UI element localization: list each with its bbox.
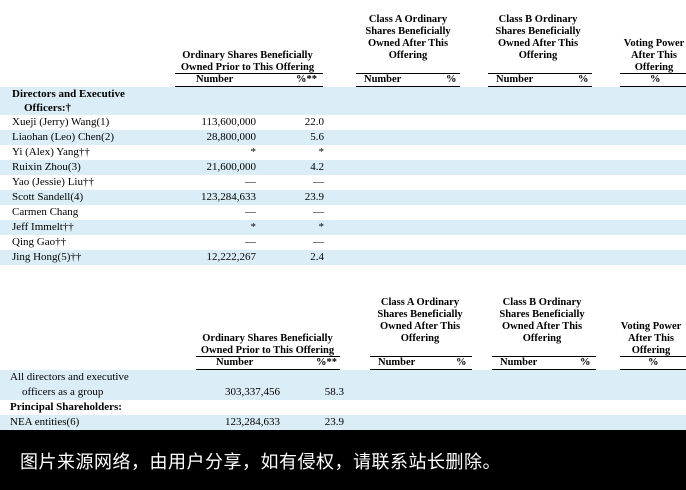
disclaimer-text: 图片来源网络，由用户分享，如有侵权，请联系站长删除。	[20, 452, 501, 473]
table-row: Qing Gao†† — —	[0, 235, 686, 250]
shares-number: 123,284,633	[225, 416, 280, 428]
principal-label: Principal Shareholders:	[10, 401, 122, 413]
group-shares-pct: 58.3	[324, 386, 344, 398]
col-prior-number: Number	[196, 74, 234, 85]
holder-name: Carmen Chang	[12, 206, 79, 218]
header-prior-offering: Ordinary Shares Beneficially Owned Prior…	[200, 333, 335, 356]
shares-pct: 22.0	[304, 116, 324, 128]
table-row: Ruixin Zhou(3) 21,600,000 4.2	[0, 160, 686, 175]
holder-name: Yao (Jessie) Liu††	[12, 176, 94, 188]
shares-pct: 2.4	[310, 251, 324, 263]
shares-number: *	[250, 146, 257, 158]
shares-pct: *	[318, 221, 325, 233]
table-row: NEA entities(6) 123,284,633 23.9	[0, 415, 686, 430]
shares-pct: *	[318, 146, 325, 158]
shares-number: 12,222,267	[206, 251, 257, 263]
table-row: Scott Sandell(4) 123,284,633 23.9	[0, 190, 686, 205]
shares-number: —	[245, 176, 256, 188]
holder-name: Yi (Alex) Yang††	[12, 146, 90, 158]
section-directors-officers: Directors and Executive	[12, 88, 125, 100]
col-a-number: Number	[378, 357, 416, 368]
col-prior-pct: %**	[316, 357, 337, 368]
shares-pct: —	[313, 206, 324, 218]
shares-pct: 23.9	[304, 191, 324, 203]
header-class-a-after: Class A Ordinary Shares Beneficially Own…	[377, 297, 463, 344]
holder-name: Scott Sandell(4)	[12, 191, 84, 203]
section-directors-officers-cont: Officers:†	[24, 102, 72, 114]
shares-number: —	[245, 236, 256, 248]
shares-number: 113,600,000	[201, 116, 256, 128]
shares-number: —	[245, 206, 256, 218]
table-row: Jeff Immelt†† * *	[0, 220, 686, 235]
group-label-cont: officers as a group	[22, 386, 104, 398]
col-a-pct: %	[446, 74, 457, 85]
holder-name: Qing Gao††	[12, 236, 67, 248]
ownership-table-1: Class A Ordinary Shares Beneficially Own…	[0, 14, 686, 265]
holder-name: NEA entities(6)	[10, 416, 80, 428]
col-b-pct: %	[580, 357, 591, 368]
header-prior-offering: Ordinary Shares Beneficially Owned Prior…	[180, 50, 315, 73]
holder-name: Ruixin Zhou(3)	[12, 161, 81, 173]
header-voting-power: Voting Power After This Offering	[620, 321, 682, 356]
ownership-table-2: Class A Ordinary Shares Beneficially Own…	[0, 297, 686, 430]
header-class-b-after: Class B Ordinary Shares Beneficially Own…	[499, 297, 585, 344]
disclaimer-bar: 图片来源网络，由用户分享，如有侵权，请联系站长删除。	[0, 430, 686, 490]
col-b-number: Number	[500, 357, 538, 368]
col-a-number: Number	[364, 74, 402, 85]
col-b-number: Number	[496, 74, 534, 85]
shares-pct: 23.9	[324, 416, 344, 428]
holder-name: Jing Hong(5)††	[12, 251, 82, 263]
table-row: Yao (Jessie) Liu†† — —	[0, 175, 686, 190]
section-principal-shareholders: Principal Shareholders:	[0, 400, 686, 415]
shares-pct: 4.2	[310, 161, 324, 173]
col-voting-pct: %	[650, 74, 661, 85]
col-a-pct: %	[456, 357, 467, 368]
col-prior-pct: %**	[296, 74, 317, 85]
shares-number: 123,284,633	[201, 191, 256, 203]
shares-number: *	[250, 221, 257, 233]
header-class-a-after: Class A Ordinary Shares Beneficially Own…	[365, 14, 451, 61]
shares-pct: —	[313, 236, 324, 248]
col-b-pct: %	[578, 74, 589, 85]
table-row: Jing Hong(5)†† 12,222,267 2.4	[0, 250, 686, 265]
holder-name: Jeff Immelt††	[12, 221, 74, 233]
header-voting-power: Voting Power After This Offering	[623, 38, 685, 73]
holder-name: Xueji (Jerry) Wang(1)	[12, 116, 110, 128]
group-label: All directors and executive	[10, 371, 129, 383]
holder-name: Liaohan (Leo) Chen(2)	[12, 131, 115, 143]
header-class-b-after: Class B Ordinary Shares Beneficially Own…	[495, 14, 581, 61]
shares-pct: 5.6	[310, 131, 324, 143]
shares-number: 28,800,000	[206, 131, 257, 143]
table-row: Carmen Chang — —	[0, 205, 686, 220]
col-voting-pct: %	[648, 357, 659, 368]
table-row: Yi (Alex) Yang†† * *	[0, 145, 686, 160]
table-row: Xueji (Jerry) Wang(1) 113,600,000 22.0	[0, 115, 686, 130]
shares-pct: —	[313, 176, 324, 188]
shares-number: 21,600,000	[206, 161, 257, 173]
group-shares-number: 303,337,456	[225, 386, 280, 398]
table-row: Liaohan (Leo) Chen(2) 28,800,000 5.6	[0, 130, 686, 145]
col-prior-number: Number	[216, 357, 254, 368]
